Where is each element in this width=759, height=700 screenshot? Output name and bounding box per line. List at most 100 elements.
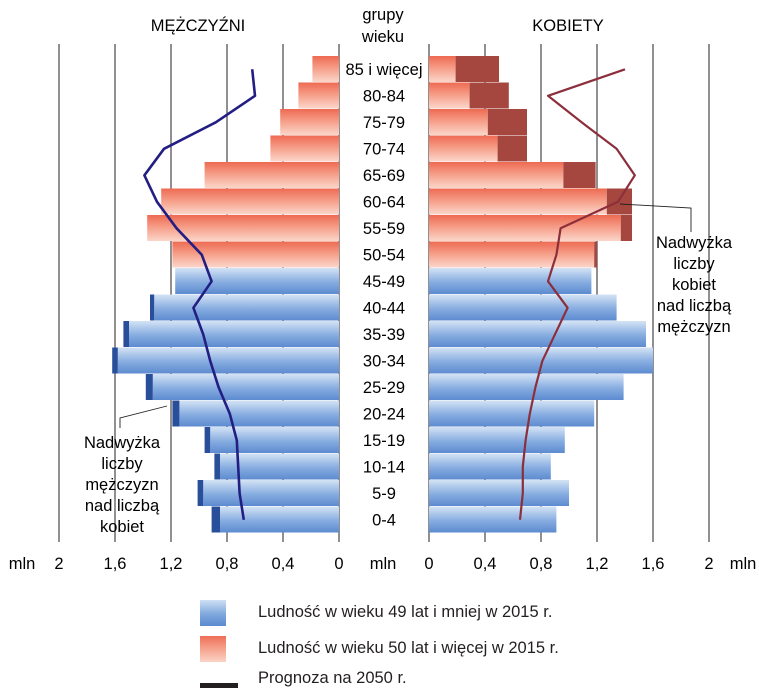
- bar-women-excess: [620, 215, 632, 241]
- bar-men-excess: [123, 321, 129, 347]
- age-group-label: 85 i więcej: [345, 61, 422, 79]
- bar-men: [154, 294, 339, 321]
- age-group-label: 40-44: [363, 300, 405, 318]
- annotation-men-excess: Nadwyżka liczby mężczyzn nad liczbą kobi…: [84, 405, 168, 536]
- bar-women: [429, 480, 569, 506]
- x-tick-label-women: 0,4: [474, 555, 497, 573]
- legend-swatch-young: [200, 600, 226, 626]
- bar-women: [429, 241, 595, 268]
- bar-women: [429, 56, 456, 82]
- age-group-label: 80-84: [363, 88, 405, 106]
- bar-men: [161, 188, 339, 215]
- x-tick-label-men: 1,2: [160, 555, 183, 573]
- age-group-label: 75-79: [363, 114, 405, 132]
- legend-swatch-forecast: [200, 683, 238, 688]
- age-group-label: 65-69: [363, 167, 405, 185]
- age-group-label: 45-49: [363, 273, 405, 291]
- annotation-women-excess: Nadwyżka liczby kobiet nad liczbą mężczy…: [619, 203, 733, 336]
- bar-men: [152, 374, 339, 400]
- annotation-women-line2: liczby: [673, 255, 715, 273]
- bar-women-excess: [497, 135, 527, 162]
- x-tick-label-men: 0: [334, 555, 343, 573]
- age-group-label: 30-34: [363, 353, 405, 371]
- unit-label-left: mln: [9, 555, 36, 573]
- x-tick-label-women: 0,8: [530, 555, 553, 573]
- bar-men: [175, 268, 339, 294]
- forecast-lines: [143, 68, 636, 521]
- bar-men: [312, 56, 339, 82]
- bar-men: [298, 82, 339, 109]
- population-pyramid-chart: 85 i więcej 80-84 75-79 70-74 65-69 60-64 55-5…: [9, 6, 757, 573]
- bar-men: [172, 241, 339, 268]
- title-age-groups-line2: wieku: [361, 28, 404, 46]
- bars: [112, 56, 653, 533]
- bar-women: [429, 294, 617, 321]
- forecast-line-men: [143, 69, 257, 521]
- bar-men: [129, 321, 339, 347]
- bar-women: [429, 82, 470, 109]
- bar-women-excess: [469, 82, 509, 109]
- bar-men-excess: [211, 506, 220, 533]
- bar-men-excess: [145, 374, 153, 400]
- age-group-label: 5-9: [372, 485, 396, 503]
- bar-men: [220, 506, 339, 533]
- bar-women: [429, 400, 595, 427]
- bar-men: [147, 215, 339, 241]
- bar-women: [429, 188, 607, 215]
- bar-men-excess: [112, 347, 118, 374]
- legend-label-old: Ludność w wieku 50 lat i więcej w 2015 r…: [258, 639, 559, 657]
- unit-label-center: mln: [370, 555, 397, 573]
- bar-women: [429, 135, 498, 162]
- annotation-women-line1: Nadwyżka: [656, 234, 733, 252]
- x-tick-label-women: 1,6: [642, 555, 665, 573]
- bar-women: [429, 109, 488, 135]
- bar-men: [117, 347, 339, 374]
- age-group-label: 60-64: [363, 194, 405, 212]
- bar-women: [429, 427, 565, 453]
- bar-men: [179, 400, 339, 427]
- x-tick-label-women: 0: [424, 555, 433, 573]
- bar-women: [429, 374, 624, 400]
- title-women: KOBIETY: [532, 17, 604, 35]
- annotation-men-line4: nad liczbą: [85, 497, 160, 515]
- annotation-men-line2: liczby: [101, 455, 143, 473]
- bar-men-excess: [150, 294, 155, 321]
- bar-women-excess: [455, 56, 499, 82]
- legend-label-young: Ludność w wieku 49 lat i mniej w 2015 r.: [258, 603, 553, 621]
- x-tick-label-men: 0,4: [272, 555, 295, 573]
- age-group-label: 35-39: [363, 326, 405, 344]
- annotation-women-line4: nad liczbą: [657, 297, 732, 315]
- x-tick-label-men: 1,6: [104, 555, 127, 573]
- forecast-line-women: [518, 68, 636, 520]
- age-group-label: 70-74: [363, 141, 405, 159]
- age-group-label: 25-29: [363, 379, 405, 397]
- bar-men: [203, 480, 339, 506]
- age-group-label: 10-14: [363, 459, 405, 477]
- bar-men-excess: [204, 427, 211, 453]
- legend-swatch-old: [200, 636, 226, 662]
- legend-label-forecast: Prognoza na 2050 r.: [258, 669, 407, 687]
- age-group-labels: 85 i więcej 80-84 75-79 70-74 65-69 60-64 55-5…: [345, 61, 422, 530]
- bar-women: [429, 506, 557, 533]
- age-group-label: 15-19: [363, 432, 405, 450]
- bar-women: [429, 268, 592, 294]
- bar-men: [280, 109, 339, 135]
- x-tick-label-men: 2: [54, 555, 63, 573]
- unit-label-right: mln: [730, 555, 757, 573]
- x-tick-label-women: 2: [704, 555, 713, 573]
- annotation-women-line5: mężczyzn: [657, 318, 730, 336]
- annotation-men-line3: mężczyzn: [85, 476, 158, 494]
- annotation-women-line3: kobiet: [672, 276, 716, 294]
- age-group-label: 55-59: [363, 220, 405, 238]
- bar-women: [429, 162, 564, 188]
- annotation-men-leader: [119, 405, 168, 428]
- bar-men-excess: [214, 453, 220, 480]
- age-group-label: 20-24: [363, 406, 405, 424]
- title-men: MĘŻCZYŹNI: [151, 16, 245, 35]
- bar-women-excess: [563, 162, 596, 188]
- bar-women: [429, 453, 551, 480]
- bar-men-excess: [197, 480, 204, 506]
- title-age-groups-line1: grupy: [362, 6, 404, 24]
- bar-men: [204, 162, 339, 188]
- x-axis-ticks: 0 0 0,4 0,4 0,8 0,8 1,2 1,2 1,6 1,6 2 2: [54, 555, 713, 573]
